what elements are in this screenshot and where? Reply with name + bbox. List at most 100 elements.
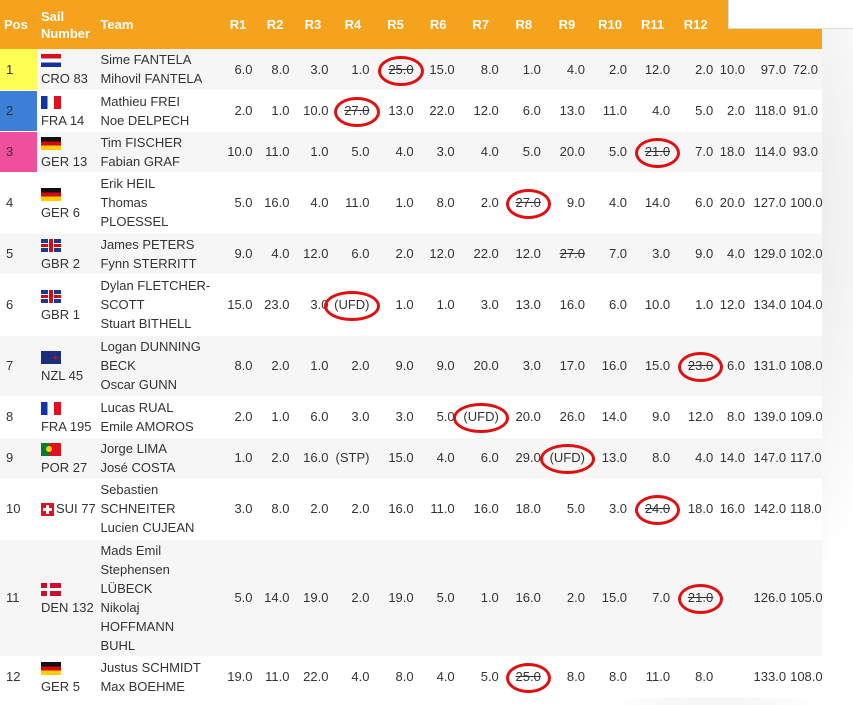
score-value: 3.0	[608, 501, 628, 516]
column-header[interactable]: Team	[100, 17, 134, 32]
total-cell: 131.0	[749, 335, 790, 396]
race-score-cell: 3.0	[418, 131, 459, 172]
score-value: 5.0	[608, 144, 628, 159]
race-score-cell: 21.0	[631, 131, 681, 172]
score-value: 129.0	[753, 246, 787, 261]
column-header[interactable]: R3	[304, 17, 322, 32]
nett-cell: 100.0	[790, 172, 823, 233]
total-cell: 114.0	[749, 131, 790, 172]
race-score-cell: 12.0	[293, 233, 332, 274]
score-value: 15.0	[227, 297, 253, 312]
table-row: 4 GER 6 Erik HEIL Thomas PLOESSEL 5.0 16.0 4.0 1…	[0, 172, 823, 233]
score-value: 8.0	[271, 61, 290, 77]
team-cell: Sime FANTELA Mihovil FANTELA	[96, 49, 219, 90]
race-score-cell: 3.0	[589, 478, 631, 539]
score-value: 22.0	[303, 669, 329, 684]
score-value: 5.0	[234, 590, 253, 605]
score-value: 4.0	[480, 144, 499, 159]
column-header[interactable]: R11	[641, 17, 665, 32]
race-score-cell: 8.0	[589, 656, 631, 697]
race-score-cell: 27.0	[503, 172, 551, 233]
race-score-cell: 1.0	[503, 49, 545, 90]
race-score-cell: 1.0	[220, 437, 257, 478]
race-score-cell: 20.0	[545, 131, 589, 172]
race-score-cell: 20.0	[459, 335, 503, 396]
score-value: 2.0	[608, 61, 628, 77]
score-value: 16.0	[264, 195, 290, 210]
score-value: 1.0	[395, 297, 414, 312]
score-value: 108.0	[790, 669, 823, 684]
score-value: 12.0	[303, 246, 329, 261]
race-score-cell: 6.0	[220, 49, 257, 90]
race-score-cell: 14.0	[631, 172, 674, 233]
score-value: 8.0	[271, 501, 290, 516]
den-flag-icon	[40, 582, 61, 596]
table-row: 9 POR 27 Jorge LIMA José COSTA 1.0 2.0 16.0 (ST…	[0, 437, 822, 478]
race-score-cell: 25.0	[503, 656, 551, 697]
crew-name: BECK	[100, 358, 136, 373]
table-row: 11 DEN 132 Mads Emil Stephensen LÜBECK Nikola…	[0, 539, 823, 656]
score-value: 22.0	[473, 246, 499, 261]
sail-number: GBR 1	[40, 306, 80, 322]
race-score-cell: 9.0	[674, 233, 717, 274]
column-header[interactable]: R1	[229, 17, 247, 32]
team-cell: Tim FISCHER Fabian GRAF	[96, 131, 219, 172]
column-header[interactable]: R6	[429, 17, 447, 32]
race-score-cell: 29.0	[503, 437, 545, 478]
race-score-cell: 1.0	[293, 335, 332, 396]
score-value: 2.0	[271, 358, 290, 373]
race-score-cell: 8.0	[257, 478, 294, 539]
sui-flag-icon	[40, 503, 54, 517]
race-score-cell: 23.0	[257, 274, 294, 335]
column-header[interactable]: R8	[515, 17, 533, 32]
column-header[interactable]: R12	[683, 17, 708, 32]
race-score-cell: 9.0	[545, 172, 589, 233]
race-score-cell: 13.0	[589, 437, 631, 478]
total-cell: 97.0	[749, 49, 790, 90]
sail-number-cell: GER 6	[37, 172, 97, 233]
score-value: 13.0	[515, 297, 541, 312]
sail-number-cell: GBR 1	[37, 274, 97, 335]
race-score-cell: 2.0	[374, 233, 418, 274]
position-cell: 2	[0, 90, 37, 131]
column-header[interactable]: R2	[266, 17, 284, 32]
crew-name: Thomas	[100, 195, 148, 210]
race-score-cell: 5.0	[418, 396, 459, 437]
race-score-cell: 8.0	[674, 656, 717, 697]
score-value: 25.0	[505, 663, 551, 693]
sail-number: GER 6	[40, 204, 80, 220]
score-value: 4.0	[436, 450, 455, 465]
score-value: 5.0	[436, 409, 455, 424]
score-value: 102.0	[790, 246, 823, 261]
crew-name: Sebastien	[100, 482, 159, 497]
score-value: 3.0	[310, 61, 329, 77]
score-value: 14.0	[601, 409, 628, 424]
column-header[interactable]: R10	[598, 17, 622, 32]
race-score-cell: 5.0	[545, 478, 589, 539]
race-score-cell: 3.0	[374, 396, 418, 437]
crew-name: Mathieu FREI	[100, 93, 180, 109]
column-header[interactable]: R7	[472, 17, 490, 32]
crew-name: Nikolaj	[100, 599, 140, 615]
race-score-cell: 3.0	[459, 274, 503, 335]
table-row: 3 GER 13 Tim FISCHER Fabian GRAF 10.0 11.0 1.0…	[0, 131, 822, 172]
race-score-cell: 12.0	[631, 49, 674, 90]
race-score-cell: 1.0	[374, 172, 418, 233]
score-value: 15.0	[388, 450, 414, 465]
results-table: Pos Sail Number Team R1 R2 R3 R4 R5 R6 R7 R8 R9 R10 R…	[0, 0, 822, 698]
score-value: 2.0	[234, 409, 253, 424]
race-score-cell: 15.0	[220, 274, 257, 335]
race-score-cell: 24.0	[631, 478, 681, 539]
sail-number-cell: FRA 195	[37, 396, 97, 437]
race-score-cell: 7.0	[631, 539, 674, 656]
column-header[interactable]: R5	[387, 17, 404, 32]
column-header[interactable]: Pos	[4, 17, 28, 32]
column-header[interactable]: R9	[558, 17, 576, 32]
position-cell: 11	[6, 590, 20, 605]
race-score-cell: 8.0	[459, 49, 503, 90]
column-header[interactable]: Sail Number	[40, 8, 91, 41]
race-score-cell: 16.0	[459, 478, 503, 539]
column-header[interactable]: R4	[344, 17, 362, 32]
race-score-cell: 27.0	[545, 233, 589, 274]
race-score-cell: 26.0	[545, 396, 589, 437]
